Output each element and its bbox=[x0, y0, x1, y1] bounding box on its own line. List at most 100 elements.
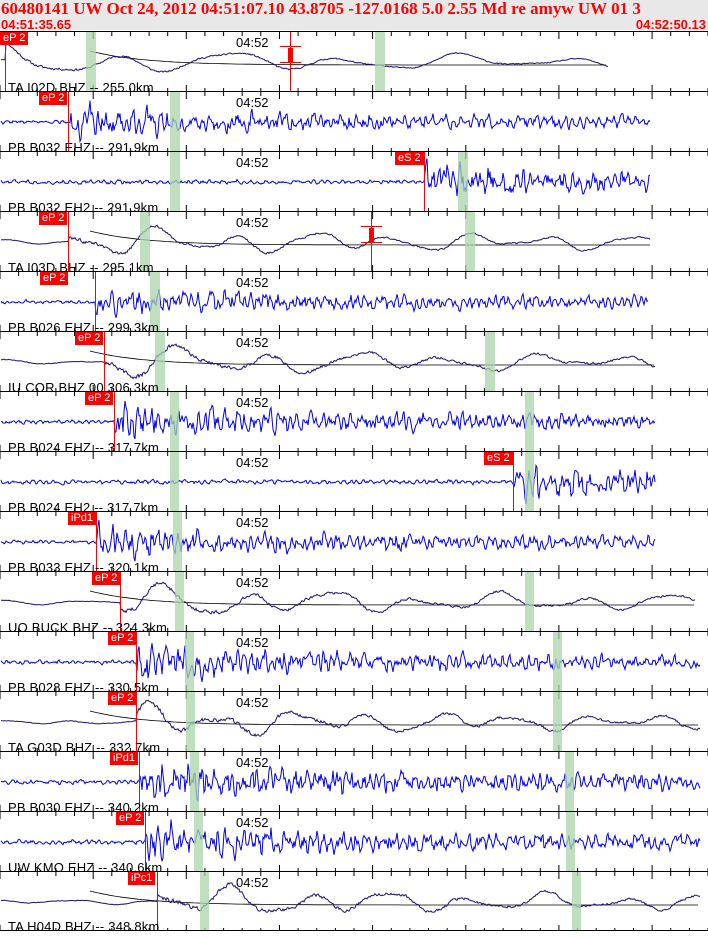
trace-panel[interactable]: eP 2 04:52 UW KMO EHZ -- 340.6km bbox=[0, 811, 708, 871]
phase-pick-flag[interactable]: eP 2 bbox=[108, 692, 137, 705]
trace-panel[interactable]: eP 2 04:52 TA G03D BHZ -- 332.7km bbox=[0, 691, 708, 751]
phase-pick-line[interactable] bbox=[114, 392, 115, 451]
phase-pick-flag[interactable]: iPc1 bbox=[128, 872, 156, 885]
coda-window-band bbox=[200, 872, 209, 930]
coda-window-band bbox=[170, 92, 180, 151]
phase-pick-line[interactable] bbox=[136, 692, 137, 751]
phase-pick-line[interactable] bbox=[104, 332, 105, 391]
trace-channel-label: PB B024 EH2 -- 317.7km bbox=[8, 500, 159, 511]
coda-window-band bbox=[465, 212, 475, 271]
coda-window-band bbox=[525, 452, 534, 511]
waveform-plot bbox=[0, 32, 708, 91]
trace-channel-label: PB B026 EHZ -- 299.3km bbox=[8, 320, 160, 331]
time-tick-label: 04:52 bbox=[236, 395, 269, 410]
trace-panel[interactable]: eP 2 04:52 TA I03D BHZ -- 295.1km bbox=[0, 211, 708, 271]
trace-panel[interactable]: eP 2 04:52 TA I02D BHZ -- 255.0km bbox=[0, 31, 708, 91]
time-tick-label: 04:52 bbox=[236, 35, 269, 50]
phase-pick-line[interactable] bbox=[120, 572, 121, 631]
phase-pick-line[interactable] bbox=[5, 32, 6, 91]
waveform-plot bbox=[0, 872, 708, 930]
coda-window-band bbox=[170, 452, 179, 511]
trace-channel-label: UO BUCK BHZ -- 324.3km bbox=[8, 620, 167, 631]
waveform-plot bbox=[0, 512, 708, 571]
trace-channel-label: PB B028 EHZ -- 330.5km bbox=[8, 680, 160, 691]
phase-pick-flag[interactable]: iPd1 bbox=[110, 752, 139, 765]
time-tick-label: 04:52 bbox=[236, 695, 269, 710]
coda-window-band bbox=[170, 392, 179, 451]
coda-window-band bbox=[186, 692, 195, 751]
trace-channel-label: PB B033 EHZ -- 320.1km bbox=[8, 560, 160, 571]
trace-channel-label: TA G03D BHZ -- 332.7km bbox=[8, 740, 161, 751]
phase-pick-flag[interactable]: eS 2 bbox=[395, 152, 424, 165]
phase-pick-flag[interactable]: eP 2 bbox=[85, 392, 114, 405]
trace-channel-label: PB B032 EH2 -- 291.9km bbox=[8, 200, 159, 211]
trace-channel-label: PB B024 EHZ -- 317.7km bbox=[8, 440, 160, 451]
phase-pick-flag[interactable]: eP 2 bbox=[116, 812, 145, 825]
phase-pick-line[interactable] bbox=[95, 272, 96, 331]
trace-panel[interactable]: eS 2 04:52 PB B032 EH2 -- 291.9km bbox=[0, 151, 708, 211]
coda-window-band bbox=[566, 812, 575, 871]
trace-channel-label: TA H04D BHZ -- 348.8km bbox=[8, 919, 160, 931]
phase-pick-line[interactable] bbox=[96, 512, 97, 571]
coda-window-band bbox=[485, 332, 495, 391]
time-tick-label: 04:52 bbox=[236, 155, 269, 170]
phase-pick-line[interactable] bbox=[136, 632, 137, 691]
coda-window-band bbox=[175, 572, 184, 631]
coda-window-band bbox=[194, 812, 203, 871]
trace-channel-label: IU COR BHZ 00 306.3km bbox=[8, 380, 159, 391]
phase-pick-line[interactable] bbox=[68, 92, 69, 151]
trace-channel-label: PB B030 EHZ -- 340.2km bbox=[8, 800, 160, 811]
coda-window-band bbox=[86, 32, 96, 91]
time-tick-label: 04:52 bbox=[236, 815, 269, 830]
window-start-time: 04:51:35.65 bbox=[1, 17, 72, 32]
coda-window-band bbox=[553, 692, 562, 751]
trace-panel[interactable]: eP 2 04:52 UO BUCK BHZ -- 324.3km bbox=[0, 571, 708, 631]
phase-pick-flag[interactable]: eP 2 bbox=[0, 32, 29, 45]
phase-pick-line[interactable] bbox=[139, 752, 140, 811]
trace-stack: eP 2 04:52 TA I02D BHZ -- 255.0km eP 2 04:52… bbox=[0, 31, 708, 931]
time-tick-label: 04:52 bbox=[236, 335, 269, 350]
trace-channel-label: TA I03D BHZ -- 295.1km bbox=[8, 260, 154, 271]
phase-pick-line[interactable] bbox=[157, 872, 158, 930]
waveform-plot bbox=[0, 572, 708, 631]
phase-pick-flag[interactable]: eP 2 bbox=[108, 632, 137, 645]
phase-pick-flag[interactable]: eP 2 bbox=[39, 212, 68, 225]
coda-window-band bbox=[525, 572, 534, 631]
waveform-plot bbox=[0, 212, 708, 271]
coda-window-band bbox=[553, 632, 562, 691]
event-title: 60480141 UW Oct 24, 2012 04:51:07.10 43.… bbox=[1, 0, 641, 18]
time-tick-label: 04:52 bbox=[236, 875, 269, 890]
phase-pick-flag[interactable]: eP 2 bbox=[39, 92, 68, 105]
trace-panel[interactable]: iPd1 04:52 PB B033 EHZ -- 320.1km bbox=[0, 511, 708, 571]
trace-panel[interactable]: iPd1 04:52 PB B030 EHZ -- 340.2km bbox=[0, 751, 708, 811]
waveform-plot bbox=[0, 152, 708, 211]
trace-panel[interactable]: eP 2 04:52 IU COR BHZ 00 306.3km bbox=[0, 331, 708, 391]
phase-pick-flag[interactable]: iPd1 bbox=[68, 512, 97, 525]
phase-pick-flag[interactable]: eP 2 bbox=[75, 332, 104, 345]
trace-panel[interactable]: eP 2 04:52 PB B032 EHZ -- 291.9km bbox=[0, 91, 708, 151]
phase-pick-line[interactable] bbox=[513, 452, 514, 511]
phase-pick-line[interactable] bbox=[145, 812, 146, 871]
coda-window-band bbox=[170, 152, 180, 211]
phase-pick-line[interactable] bbox=[68, 212, 69, 271]
waveform-plot bbox=[0, 452, 708, 511]
phase-pick-flag[interactable]: eP 2 bbox=[40, 272, 69, 285]
time-tick-label: 04:52 bbox=[236, 455, 269, 470]
trace-panel[interactable]: eP 2 04:52 PB B026 EHZ -- 299.3km bbox=[0, 271, 708, 331]
trace-panel[interactable]: eS 2 04:52 PB B024 EH2 -- 317.7km bbox=[0, 451, 708, 511]
coda-window-band bbox=[458, 152, 468, 211]
time-tick-label: 04:52 bbox=[236, 515, 269, 530]
time-tick-label: 04:52 bbox=[236, 275, 269, 290]
phase-pick-line[interactable] bbox=[424, 152, 425, 211]
trace-channel-label: PB B032 EHZ -- 291.9km bbox=[8, 140, 160, 151]
trace-panel[interactable]: iPc1 04:52 TA H04D BHZ -- 348.8km bbox=[0, 871, 708, 931]
phase-pick-flag[interactable]: eS 2 bbox=[484, 452, 513, 465]
waveform-plot bbox=[0, 812, 708, 871]
window-end-time: 04:52:50.13 bbox=[635, 17, 706, 32]
trace-panel[interactable]: eP 2 04:52 PB B024 EHZ -- 317.7km bbox=[0, 391, 708, 451]
trace-panel[interactable]: eP 2 04:52 PB B028 EHZ -- 330.5km bbox=[0, 631, 708, 691]
phase-pick-flag[interactable]: eP 2 bbox=[92, 572, 121, 585]
coda-window-band bbox=[150, 272, 160, 331]
waveform-plot bbox=[0, 272, 708, 331]
time-tick-label: 04:52 bbox=[236, 215, 269, 230]
